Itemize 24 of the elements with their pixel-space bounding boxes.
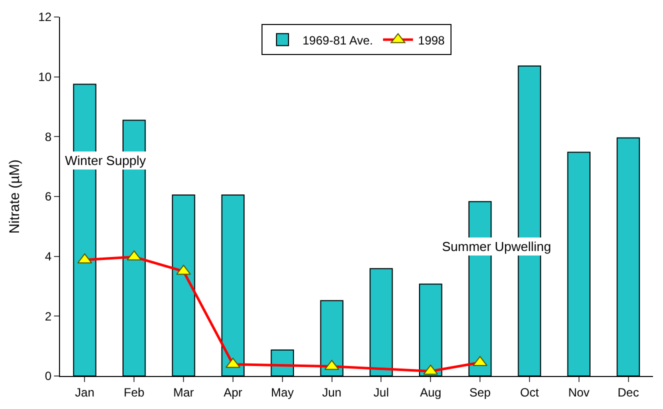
x-tick-label: Feb (124, 385, 145, 400)
annotation: Winter Supply (65, 153, 146, 168)
x-tick-label: Apr (224, 385, 242, 400)
legend-label: 1998 (418, 33, 446, 48)
x-tick-label: Oct (520, 385, 540, 400)
annotation: Summer Upwelling (442, 239, 552, 254)
x-tick-label: Dec (618, 385, 639, 400)
y-axis-title: Nitrate (µM) (6, 159, 22, 234)
y-tick-label: 12 (38, 10, 52, 24)
y-tick-label: 8 (44, 130, 52, 144)
y-tick-label: 2 (44, 309, 52, 324)
legend-label: 1969-81 Ave. (302, 33, 374, 48)
x-tick-label: Aug (420, 385, 442, 400)
y-tick-label: 0 (44, 369, 52, 384)
x-tick-label: Sep (469, 385, 492, 400)
y-tick-label: 4 (44, 250, 52, 264)
y-tick-label: 10 (38, 70, 52, 84)
x-tick-label: May (271, 385, 294, 400)
x-tick-label: Nov (568, 385, 590, 400)
x-tick-label: Mar (173, 385, 194, 400)
x-tick-label: Jul (374, 385, 389, 400)
x-tick-label: Jan (75, 385, 94, 400)
x-tick-label: Jun (322, 385, 342, 400)
y-tick-label: 6 (44, 190, 52, 204)
